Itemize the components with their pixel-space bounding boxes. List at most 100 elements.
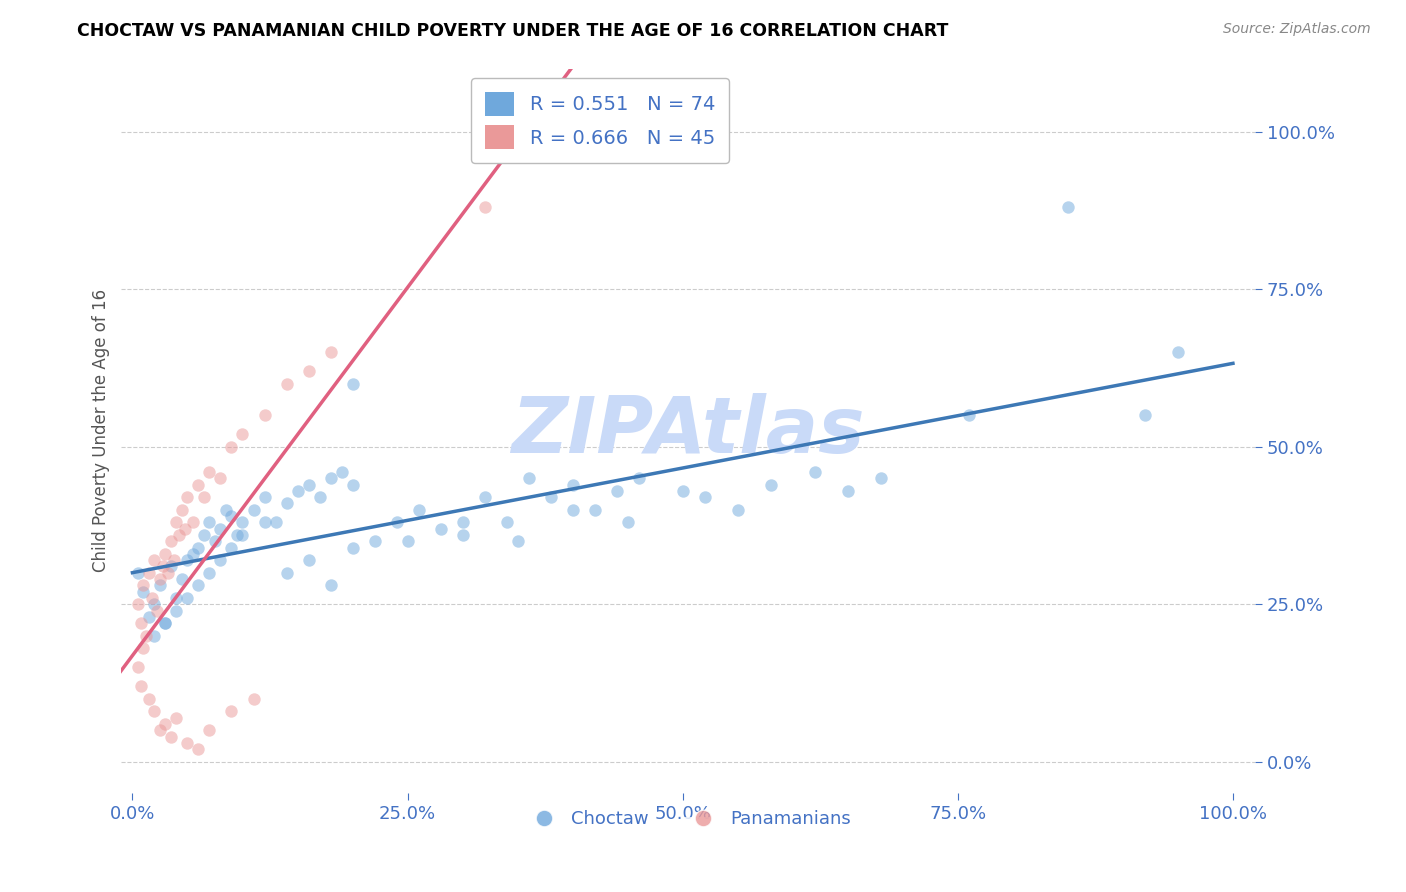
Point [253,516,276,530]
Point [242,691,264,706]
Point [363,534,385,549]
Point [176,553,198,567]
Point [253,408,276,422]
Point [727,502,749,516]
Point [181,516,204,530]
Point [167,528,190,542]
Point [132,578,155,592]
Point [155,547,177,561]
Point [231,427,253,442]
Point [221,705,243,719]
Point [145,603,167,617]
Point [209,553,232,567]
Point [319,345,342,359]
Point [342,541,364,555]
Point [127,597,149,611]
Point [221,440,243,454]
Point [517,471,540,485]
Point [253,490,276,504]
Point [166,603,188,617]
Point [152,559,174,574]
Point [166,516,188,530]
Point [297,477,319,491]
Point [176,490,198,504]
Point [319,578,342,592]
Point [408,502,430,516]
Point [187,541,209,555]
Point [396,534,419,549]
Point [429,522,451,536]
Point [166,711,188,725]
Point [276,376,298,391]
Point [231,528,253,542]
Point [176,736,198,750]
Point [297,364,319,378]
Point [583,502,606,516]
Point [221,509,243,524]
Point [837,483,859,498]
Point [143,597,166,611]
Point [385,516,408,530]
Point [342,376,364,391]
Point [176,591,198,605]
Point [149,723,172,738]
Point [138,610,160,624]
Point [181,547,204,561]
Point [1057,200,1080,214]
Point [198,465,221,479]
Point [264,516,287,530]
Y-axis label: Child Poverty Under the Age of 16: Child Poverty Under the Age of 16 [93,289,110,573]
Point [198,516,221,530]
Point [276,496,298,510]
Point [540,490,562,504]
Point [672,483,695,498]
Point [187,742,209,756]
Point [215,502,238,516]
Point [474,490,496,504]
Point [495,516,517,530]
Point [155,616,177,631]
Point [170,572,193,586]
Point [166,591,188,605]
Point [127,660,149,674]
Text: CHOCTAW VS PANAMANIAN CHILD POVERTY UNDER THE AGE OF 16 CORRELATION CHART: CHOCTAW VS PANAMANIAN CHILD POVERTY UNDE… [77,22,949,40]
Point [198,566,221,580]
Point [141,591,163,605]
Point [231,516,253,530]
Point [193,528,215,542]
Text: Source: ZipAtlas.com: Source: ZipAtlas.com [1223,22,1371,37]
Point [143,553,166,567]
Point [155,717,177,731]
Point [129,679,152,693]
Point [149,572,172,586]
Point [160,534,183,549]
Point [187,477,209,491]
Point [221,541,243,555]
Point [606,483,628,498]
Point [143,705,166,719]
Point [209,522,232,536]
Point [132,584,155,599]
Point [1167,345,1189,359]
Point [163,553,186,567]
Point [135,629,157,643]
Point [506,534,529,549]
Point [143,629,166,643]
Text: ZIPAtlas: ZIPAtlas [512,393,865,469]
Point [204,534,226,549]
Point [170,502,193,516]
Point [209,471,232,485]
Point [198,723,221,738]
Point [803,465,825,479]
Point [330,465,353,479]
Point [132,641,155,656]
Point [1133,408,1156,422]
Point [129,616,152,631]
Point [149,578,172,592]
Point [187,578,209,592]
Point [759,477,782,491]
Point [561,477,583,491]
Point [627,471,650,485]
Point [474,200,496,214]
Point [308,490,330,504]
